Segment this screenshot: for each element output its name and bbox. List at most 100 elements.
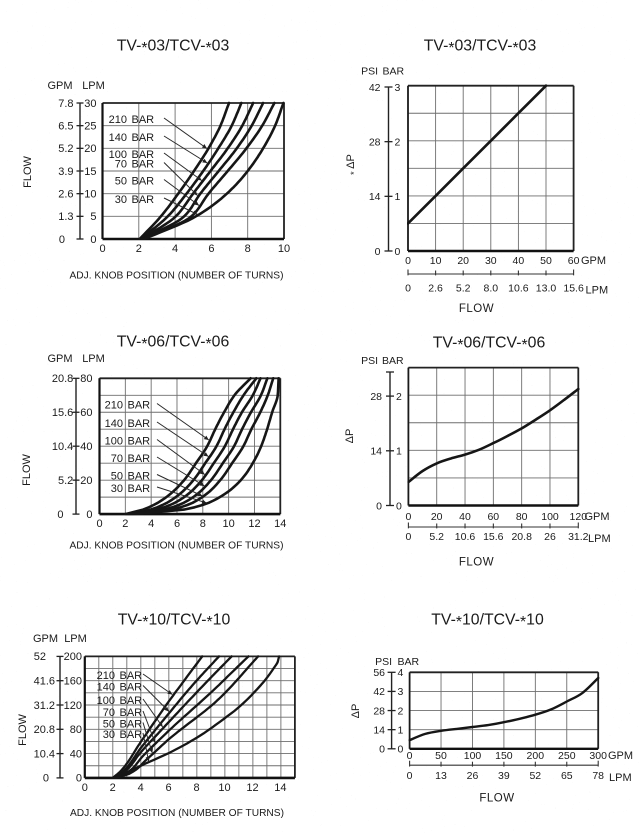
svg-text:0: 0 [395, 246, 401, 258]
svg-text:70: 70 [111, 453, 123, 465]
svg-text:140: 140 [109, 132, 127, 144]
svg-text:GPM: GPM [47, 80, 72, 92]
svg-text:2: 2 [396, 391, 402, 403]
svg-text:GPM: GPM [608, 750, 633, 762]
svg-text:3.9: 3.9 [58, 166, 73, 178]
svg-text:56: 56 [373, 667, 385, 679]
svg-text:FLOW: FLOW [22, 155, 34, 187]
svg-text:0: 0 [407, 750, 413, 762]
svg-text:BAR: BAR [128, 418, 151, 430]
svg-text:0: 0 [396, 500, 402, 512]
svg-text:140: 140 [97, 681, 115, 693]
svg-text:150: 150 [495, 750, 513, 762]
svg-text:14: 14 [373, 725, 385, 737]
svg-text:14: 14 [369, 191, 381, 203]
svg-text:2: 2 [136, 243, 142, 255]
svg-text:LPM: LPM [609, 772, 632, 784]
svg-text:ADJ. KNOB POSITION (NUMBER OF: ADJ. KNOB POSITION (NUMBER OF TURNS) [70, 807, 284, 819]
svg-text:4: 4 [148, 518, 154, 530]
svg-text:TV-*10/TCV-*10: TV-*10/TCV-*10 [118, 612, 231, 632]
svg-text:80: 80 [516, 511, 528, 523]
svg-text:80: 80 [70, 724, 82, 736]
svg-text:BAR: BAR [128, 453, 151, 465]
svg-text:0: 0 [376, 500, 382, 512]
svg-text:ADJ. KNOB POSITION (NUMBER OF: ADJ. KNOB POSITION (NUMBER OF TURNS) [70, 540, 284, 552]
svg-text:2: 2 [395, 137, 401, 149]
svg-text:TV-*06/TCV-*06: TV-*06/TCV-*06 [433, 335, 546, 355]
svg-text:28: 28 [370, 391, 382, 403]
svg-text:0: 0 [407, 770, 413, 782]
svg-text:15.6: 15.6 [52, 407, 73, 419]
svg-text:2: 2 [398, 705, 404, 717]
svg-text:300: 300 [589, 750, 607, 762]
svg-text:70: 70 [103, 707, 115, 719]
svg-text:8: 8 [194, 782, 200, 794]
svg-text:14: 14 [274, 518, 286, 530]
svg-text:10: 10 [222, 518, 234, 530]
svg-text:2: 2 [110, 782, 116, 794]
svg-text:BAR: BAR [128, 435, 151, 447]
svg-text:FLOW: FLOW [459, 303, 494, 315]
svg-text:0: 0 [99, 243, 105, 255]
svg-text:6.5: 6.5 [58, 121, 73, 133]
svg-text:0: 0 [379, 744, 385, 756]
svg-text:BAR: BAR [120, 695, 143, 707]
svg-text:52: 52 [529, 770, 541, 782]
svg-text:20: 20 [84, 143, 96, 155]
svg-text:TV-*10/TCV-*10: TV-*10/TCV-*10 [431, 612, 544, 632]
svg-text:8: 8 [200, 518, 206, 530]
svg-text:65: 65 [561, 770, 573, 782]
svg-text:FLOW: FLOW [17, 713, 29, 745]
svg-text:100: 100 [97, 695, 115, 707]
svg-text:120: 120 [64, 700, 82, 712]
svg-text:80: 80 [80, 373, 92, 385]
svg-text:28: 28 [373, 705, 385, 717]
svg-text:26: 26 [544, 531, 556, 543]
svg-text:BAR: BAR [120, 707, 143, 719]
svg-text:5.2: 5.2 [429, 531, 444, 543]
svg-text:10.4: 10.4 [34, 748, 55, 760]
svg-text:30: 30 [84, 98, 96, 110]
svg-text:BAR: BAR [132, 158, 155, 170]
svg-text:GPM: GPM [33, 633, 58, 645]
svg-text:0: 0 [405, 255, 411, 267]
svg-text:160: 160 [64, 676, 82, 688]
svg-text:0: 0 [96, 518, 102, 530]
svg-text:10: 10 [84, 189, 96, 201]
svg-text:BAR: BAR [132, 132, 155, 144]
svg-text:50: 50 [540, 255, 552, 267]
svg-text:14: 14 [370, 446, 382, 458]
svg-text:0: 0 [405, 283, 411, 295]
svg-text:100: 100 [105, 435, 123, 447]
svg-text:100: 100 [541, 511, 559, 523]
svg-text:BAR: BAR [132, 194, 155, 206]
svg-text:8.0: 8.0 [483, 283, 498, 295]
svg-text:0: 0 [86, 509, 92, 521]
svg-text:210: 210 [97, 670, 115, 682]
svg-text:20: 20 [431, 511, 443, 523]
svg-text:0: 0 [57, 509, 63, 521]
svg-text:41.6: 41.6 [34, 676, 55, 688]
svg-text:0: 0 [43, 773, 49, 785]
svg-text:78: 78 [592, 770, 604, 782]
svg-text:BAR: BAR [398, 656, 420, 668]
svg-text:6: 6 [208, 243, 214, 255]
svg-text:BAR: BAR [132, 114, 155, 126]
svg-text:100: 100 [464, 750, 482, 762]
svg-text:39: 39 [498, 770, 510, 782]
svg-text:7.8: 7.8 [58, 98, 73, 110]
svg-text:0: 0 [375, 246, 381, 258]
svg-text:BAR: BAR [128, 483, 151, 495]
svg-text:10: 10 [430, 255, 442, 267]
svg-text:0: 0 [90, 234, 96, 246]
svg-text:3: 3 [398, 686, 404, 698]
svg-text:20.8: 20.8 [511, 531, 532, 543]
svg-text:* ΔP: * ΔP [345, 154, 359, 175]
svg-text:LPM: LPM [82, 80, 105, 92]
svg-text:5.2: 5.2 [456, 283, 471, 295]
svg-text:140: 140 [105, 418, 123, 430]
svg-text:0: 0 [398, 744, 404, 756]
svg-text:15.6: 15.6 [563, 283, 584, 295]
svg-text:LPM: LPM [82, 353, 105, 365]
svg-text:BAR: BAR [120, 670, 143, 682]
